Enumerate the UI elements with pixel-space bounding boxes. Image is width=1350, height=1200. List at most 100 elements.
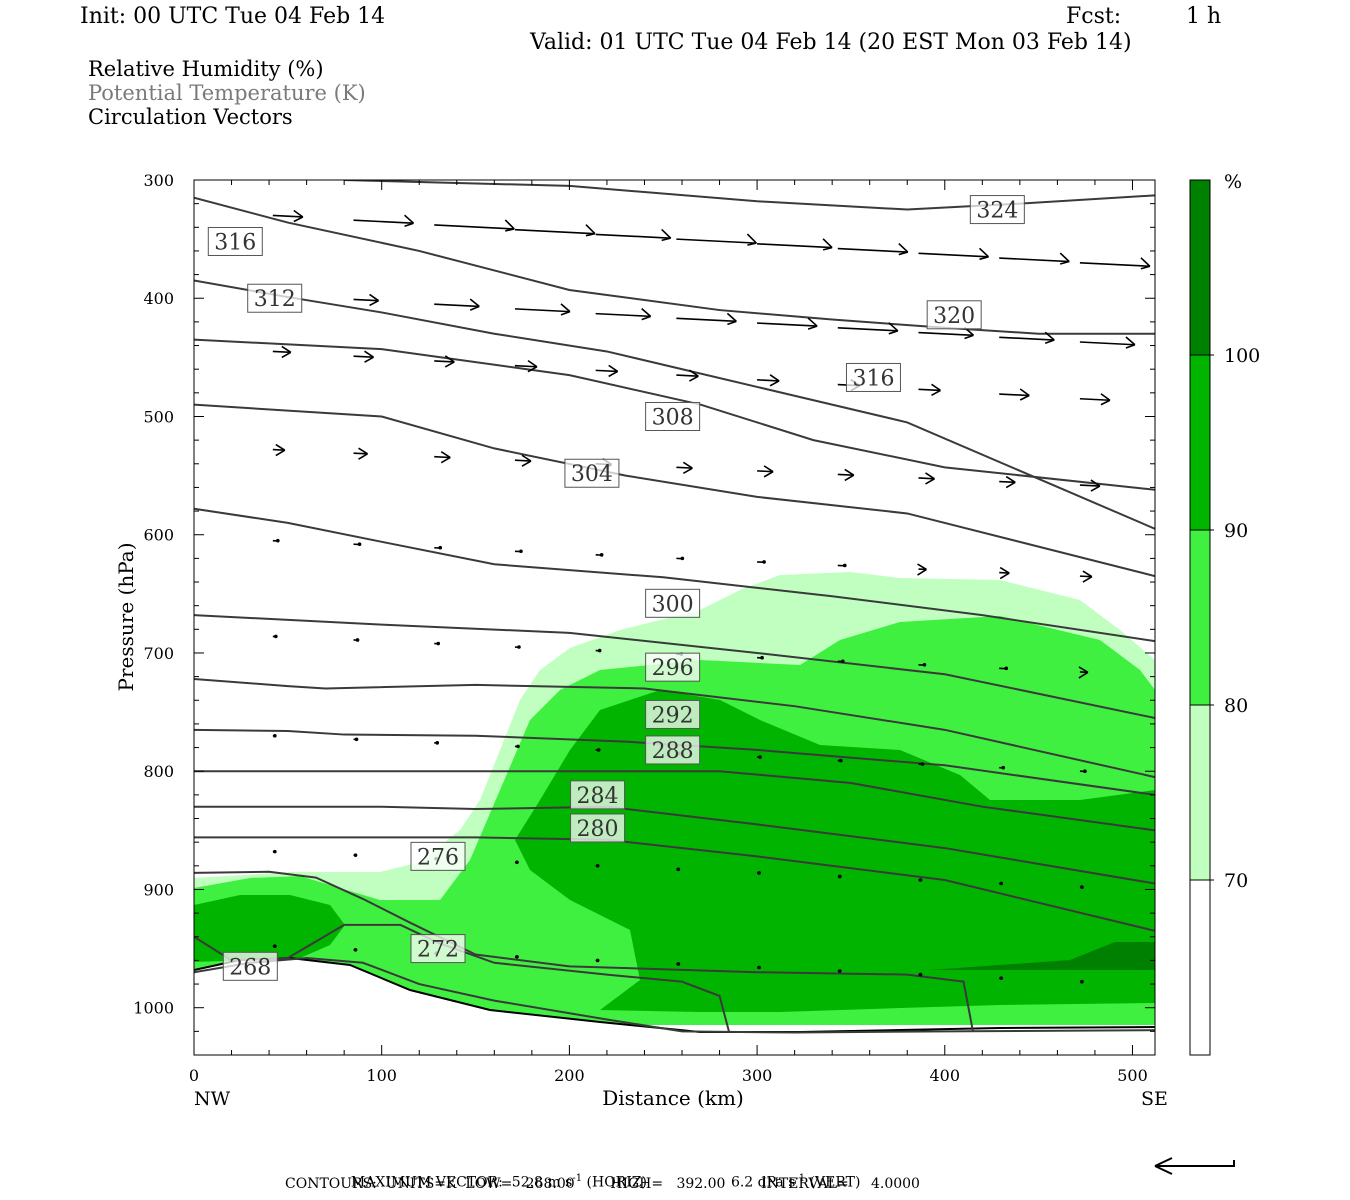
vector-67 [918, 662, 927, 667]
x-tick-label-300: 300 [742, 1066, 773, 1085]
vector-91 [918, 878, 923, 882]
y-axis-title: Pressure (hPa) [114, 543, 138, 692]
y-tick-label-400: 400 [143, 289, 174, 308]
theta-contour-268 [194, 957, 1155, 1034]
svg-text:292: 292 [652, 703, 694, 728]
vector-88 [676, 867, 681, 872]
vector-71 [272, 733, 277, 738]
vector-27 [595, 364, 619, 378]
svg-text:296: 296 [652, 656, 694, 681]
vector-33 [1079, 393, 1111, 406]
vector-102 [837, 969, 842, 973]
x-tick-label-500: 500 [1117, 1066, 1148, 1085]
vector-68 [999, 666, 1009, 671]
vector-23 [272, 345, 292, 359]
reference-vector [1154, 1157, 1235, 1175]
vector-29 [757, 374, 780, 387]
theta-contour-308 [194, 403, 1155, 578]
vector-83 [272, 849, 277, 854]
x-tick-label-400: 400 [930, 1066, 961, 1085]
vector-55 [917, 563, 927, 576]
vector-13 [434, 298, 480, 311]
vector-45 [1079, 479, 1101, 492]
vector-18 [837, 322, 899, 335]
svg-text:308: 308 [652, 405, 694, 430]
theta-contour-288 [194, 770, 1155, 832]
svg-text:268: 268 [229, 955, 271, 980]
vector-62 [514, 645, 521, 649]
vector-92 [999, 881, 1004, 886]
x-left-end-label: NW [194, 1088, 231, 1110]
colorbar-segment-4 [1190, 180, 1210, 355]
vector-60 [353, 638, 360, 642]
svg-text:316: 316 [852, 366, 894, 391]
vector-86 [514, 860, 519, 865]
vector-8 [918, 247, 990, 261]
vector-84 [353, 853, 358, 857]
vector-40 [676, 461, 693, 475]
plot-frame [193, 179, 1156, 1056]
vector-54 [837, 563, 847, 568]
legend-potential-temperature: Potential Temperature (K) [88, 81, 366, 105]
vector-66 [837, 659, 845, 664]
colorbar-unit: % [1224, 171, 1242, 193]
y-tick-label-900: 900 [143, 880, 174, 899]
colorbar-label-100: 100 [1224, 345, 1260, 367]
vector-101 [757, 965, 761, 970]
contour-label-268: 268 [222, 951, 278, 981]
vector-51 [595, 553, 604, 557]
vector-63 [595, 648, 602, 653]
colorbar: 70 80 90 100 [1189, 179, 1260, 1056]
vector-20 [999, 331, 1055, 345]
init-time: Init: 00 UTC Tue 04 Feb 14 [80, 4, 386, 29]
theta-contour-276 [194, 870, 974, 1032]
theta-contour-296 [194, 677, 1155, 779]
vector-81 [1079, 769, 1087, 774]
vector-93 [1079, 885, 1084, 889]
vector-100 [676, 962, 681, 966]
vector-5 [676, 233, 757, 246]
max-vector-vertical-tag: (VERT) [805, 1174, 861, 1191]
vector-103 [918, 972, 923, 977]
max-vector-horizontal-tag: (HORIZ) [582, 1174, 647, 1191]
svg-text:284: 284 [577, 784, 619, 809]
max-vector-line: MAXIMUM VECTOR: 52.8 m s-1 (HORIZ) 6.2 dP… [342, 1157, 861, 1191]
vector-44 [999, 475, 1016, 489]
vector-16 [676, 312, 737, 326]
vector-3 [514, 224, 596, 237]
theta-contour-312 [194, 338, 1155, 491]
vector-2 [434, 219, 515, 232]
contour-label-316-b: 316 [845, 362, 901, 392]
vector-10 [1079, 257, 1151, 270]
vector-47 [272, 538, 280, 543]
svg-text:300: 300 [652, 592, 694, 617]
colorbar-label-80: 80 [1224, 695, 1248, 717]
svg-text:312: 312 [254, 287, 296, 312]
svg-text:304: 304 [571, 462, 613, 487]
vector-48 [353, 542, 362, 546]
theta-contour-304 [194, 507, 1155, 643]
contour-label-280: 280 [570, 813, 626, 843]
vector-73 [434, 741, 440, 745]
legend-relative-humidity: Relative Humidity (%) [88, 57, 324, 81]
unit-exponent-vertical: -1 [795, 1173, 806, 1184]
vector-26 [514, 359, 538, 373]
vector-65 [757, 655, 764, 660]
theta-contour-316 [194, 279, 1155, 530]
vector-95 [272, 944, 277, 949]
vector-75 [595, 748, 601, 752]
x-tick-label-100: 100 [366, 1066, 397, 1085]
contour-label-312: 312 [247, 283, 303, 313]
vector-32 [999, 388, 1030, 401]
vector-82 [1161, 773, 1169, 777]
colorbar-frame [1189, 179, 1211, 1056]
x-right-end-label: SE [1141, 1088, 1168, 1110]
contour-label-324: 324 [969, 195, 1025, 225]
y-tick-label-1000: 1000 [133, 999, 174, 1018]
contour-label-320: 320 [926, 300, 982, 330]
vector-6 [757, 238, 833, 251]
vector-56 [999, 566, 1010, 580]
contour-label-292: 292 [645, 699, 701, 729]
vector-59 [272, 634, 278, 639]
circulation-vectors [272, 209, 1169, 984]
